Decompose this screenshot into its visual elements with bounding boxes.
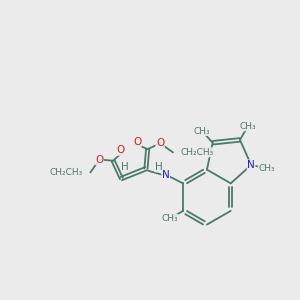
Text: CH₂CH₃: CH₂CH₃ [181, 148, 214, 157]
Text: CH₃: CH₃ [161, 214, 178, 223]
Text: H: H [155, 162, 163, 172]
Text: H: H [122, 162, 129, 172]
Text: CH₃: CH₃ [239, 122, 256, 131]
Text: N: N [162, 169, 170, 180]
Text: CH₃: CH₃ [194, 127, 210, 136]
Text: O: O [95, 154, 104, 164]
Text: O: O [116, 145, 124, 155]
Text: O: O [156, 138, 164, 148]
Text: O: O [133, 137, 141, 147]
Text: N: N [247, 160, 255, 170]
Text: CH₂CH₃: CH₂CH₃ [49, 168, 82, 177]
Text: CH₃: CH₃ [258, 164, 275, 173]
